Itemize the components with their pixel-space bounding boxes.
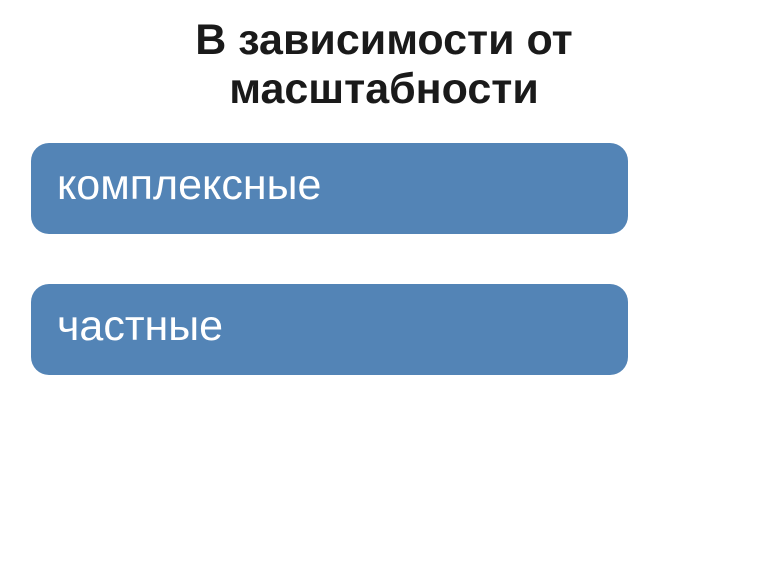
category-label-1: комплексные <box>57 161 321 209</box>
title-line-1: В зависимости от <box>195 16 573 64</box>
category-item-2: частные <box>31 284 628 375</box>
title-line-2: масштабности <box>229 65 539 113</box>
category-label-2: частные <box>57 302 223 350</box>
page-title: В зависимости от масштабности <box>0 16 768 115</box>
category-item-1: комплексные <box>31 143 628 234</box>
slide-container: В зависимости от масштабности комплексны… <box>0 0 768 375</box>
